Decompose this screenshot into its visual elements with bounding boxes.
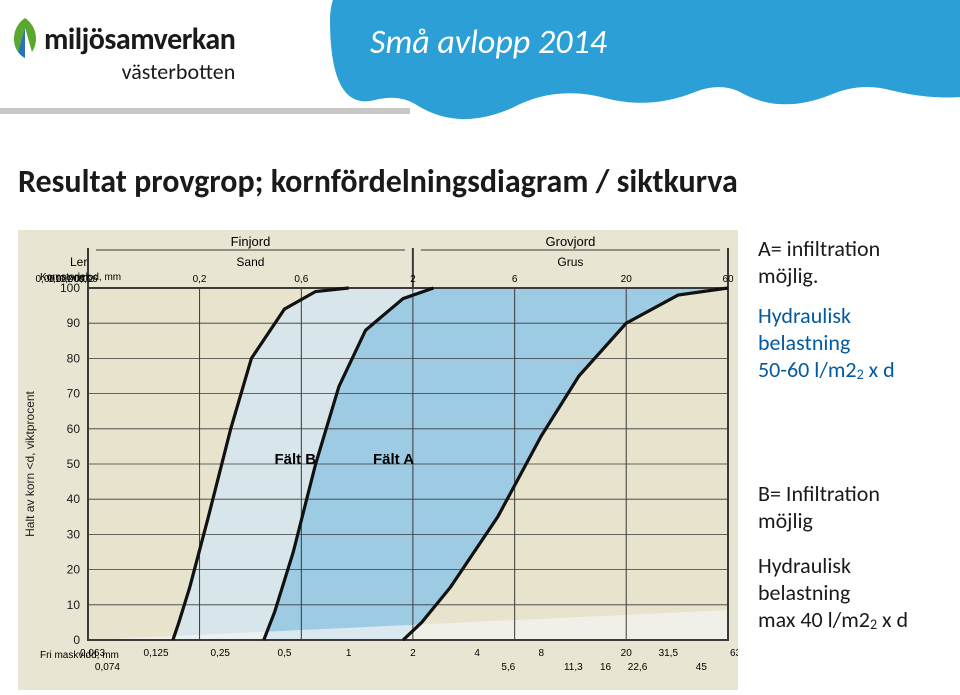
logo: miljösamverkan västerbotten bbox=[10, 18, 235, 85]
side-text-a: A= infiltration möjlig. bbox=[758, 235, 880, 289]
svg-text:0,2: 0,2 bbox=[193, 274, 207, 285]
side-a-line3: Hydraulisk bbox=[758, 302, 895, 329]
svg-text:16: 16 bbox=[600, 662, 612, 673]
svg-text:Grus: Grus bbox=[557, 255, 583, 269]
side-a-line5: 50-60 l/m22 x d bbox=[758, 356, 895, 383]
side-b-line2: möjlig bbox=[758, 507, 880, 534]
svg-text:60: 60 bbox=[722, 274, 734, 285]
side-a-line1: A= infiltration bbox=[758, 235, 880, 262]
leaf-icon bbox=[10, 18, 40, 58]
svg-text:4: 4 bbox=[474, 648, 480, 659]
svg-text:90: 90 bbox=[67, 316, 81, 330]
svg-text:Fält A: Fält A bbox=[373, 451, 414, 468]
svg-text:0,074: 0,074 bbox=[95, 662, 120, 673]
page-title: Resultat provgrop; kornfördelningsdiagra… bbox=[18, 162, 738, 201]
svg-text:Fält B: Fält B bbox=[274, 451, 316, 468]
svg-text:Finjord: Finjord bbox=[231, 234, 271, 249]
side-b-line1: B= Infiltration bbox=[758, 480, 880, 507]
svg-text:0,25: 0,25 bbox=[210, 648, 230, 659]
svg-text:45: 45 bbox=[696, 662, 708, 673]
sieve-chart: 0102030405060708090100Halt av korn <d, v… bbox=[18, 230, 738, 690]
svg-text:1: 1 bbox=[346, 648, 352, 659]
header-gray-bar bbox=[0, 108, 410, 114]
svg-text:8: 8 bbox=[539, 648, 545, 659]
svg-text:6: 6 bbox=[512, 274, 518, 285]
svg-text:Sand: Sand bbox=[236, 255, 264, 269]
svg-text:0,063: 0,063 bbox=[80, 648, 105, 659]
side-a-line4: belastning bbox=[758, 329, 895, 356]
svg-text:31,5: 31,5 bbox=[659, 648, 679, 659]
svg-text:70: 70 bbox=[67, 387, 81, 401]
svg-text:Ler: Ler bbox=[70, 255, 87, 269]
side-text-b-hydraulic: Hydraulisk belastning max 40 l/m22 x d bbox=[758, 552, 908, 633]
svg-text:20: 20 bbox=[621, 274, 633, 285]
side-text-b: B= Infiltration möjlig bbox=[758, 480, 880, 534]
side-b-line5: max 40 l/m22 x d bbox=[758, 606, 908, 633]
svg-text:0,5: 0,5 bbox=[277, 648, 291, 659]
svg-text:20: 20 bbox=[621, 648, 633, 659]
svg-text:50: 50 bbox=[67, 457, 81, 471]
svg-text:63: 63 bbox=[730, 648, 738, 659]
side-a-line2: möjlig. bbox=[758, 262, 880, 289]
side-text-a-hydraulic: Hydraulisk belastning 50-60 l/m22 x d bbox=[758, 302, 895, 383]
svg-text:11,3: 11,3 bbox=[564, 662, 583, 673]
svg-text:0,06: 0,06 bbox=[78, 274, 98, 285]
svg-text:2: 2 bbox=[410, 648, 416, 659]
svg-text:0: 0 bbox=[73, 633, 80, 647]
side-b-line4: belastning bbox=[758, 579, 908, 606]
svg-text:2: 2 bbox=[410, 274, 416, 285]
logo-text-line2: västerbotten bbox=[10, 58, 235, 85]
side-b-line3: Hydraulisk bbox=[758, 552, 908, 579]
logo-text-line1: miljösamverkan bbox=[44, 21, 235, 58]
svg-text:Grovjord: Grovjord bbox=[546, 234, 596, 249]
svg-text:Halt av korn <d, viktprocent: Halt av korn <d, viktprocent bbox=[23, 390, 37, 536]
svg-text:20: 20 bbox=[67, 563, 81, 577]
svg-text:0,6: 0,6 bbox=[294, 274, 308, 285]
svg-text:80: 80 bbox=[67, 351, 81, 365]
header: miljösamverkan västerbotten Små avlopp 2… bbox=[0, 0, 960, 118]
svg-text:0,125: 0,125 bbox=[143, 648, 168, 659]
header-title: Små avlopp 2014 bbox=[370, 22, 607, 63]
svg-text:30: 30 bbox=[67, 527, 81, 541]
svg-text:60: 60 bbox=[67, 422, 81, 436]
svg-text:5,6: 5,6 bbox=[501, 662, 515, 673]
svg-text:10: 10 bbox=[67, 598, 81, 612]
svg-text:22,6: 22,6 bbox=[628, 662, 648, 673]
svg-text:40: 40 bbox=[67, 492, 81, 506]
